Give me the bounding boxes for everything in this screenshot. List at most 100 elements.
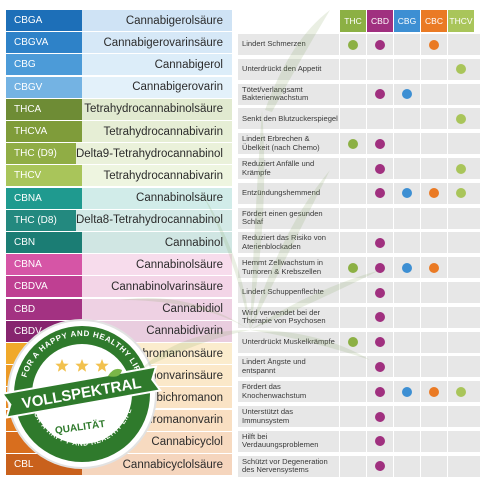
cannabinoid-row: THC (D9) Delta9-Tetrahydrocannabinol bbox=[6, 143, 232, 165]
effect-row: Lindert Erbrechen & Übelkeit (nach Chemo… bbox=[238, 133, 480, 155]
effect-dot-cbd bbox=[375, 163, 385, 174]
effect-row: Unterstützt das Immunsystem bbox=[238, 406, 480, 427]
effect-label: Hilft bei Verdauungsproblemen bbox=[242, 431, 319, 450]
effect-dot-cbd bbox=[375, 461, 385, 472]
cannabinoid-abbreviation: THCA bbox=[6, 98, 82, 120]
effect-dot-thcv bbox=[456, 386, 466, 397]
star-icon bbox=[95, 359, 109, 372]
effect-label: Reduziert Anfälle und Krämpfe bbox=[242, 158, 315, 177]
effect-label: Senkt den Blutzuckerspiegel bbox=[242, 113, 338, 123]
cannabinoid-row: THCV Tetrahydrocannabivarin bbox=[6, 165, 232, 187]
effect-dot-cbd bbox=[375, 287, 385, 298]
effect-row: Wird verwendet bei der Therapie von Psyc… bbox=[238, 306, 480, 328]
star-icon bbox=[55, 359, 69, 372]
cannabinoid-abbreviation: CBGVA bbox=[6, 32, 82, 54]
effect-label: Unterdrückt den Appetit bbox=[242, 64, 322, 73]
full-spectrum-quality-seal: FOR A HAPPY AND HEALTHY LIFE FOR A HAPPY… bbox=[0, 312, 162, 472]
column-divider bbox=[339, 10, 340, 480]
cannabinoid-row: THCA Tetrahydrocannabinolsäure bbox=[6, 98, 232, 120]
effect-dot-cbc bbox=[429, 188, 439, 199]
cannabinoid-row: CBG Cannabigerol bbox=[6, 54, 232, 76]
cannabinoid-name: Tetrahydrocannabivarin bbox=[103, 169, 223, 182]
effect-row: Lindert Schmerzen bbox=[238, 34, 480, 55]
effect-dot-cbc bbox=[429, 262, 439, 273]
effect-dot-cbd bbox=[375, 361, 385, 372]
effect-label: Reduziert das Risiko von Aterienblockade… bbox=[242, 233, 326, 251]
effect-dot-cbd bbox=[375, 138, 385, 149]
cannabinoid-row: CBGVA Cannabigerovarinsäure bbox=[6, 32, 232, 54]
cannabinoid-name: Cannabigerolsäure bbox=[125, 14, 223, 27]
cannabinoid-abbreviation: THC (D8) bbox=[6, 209, 76, 231]
cannabinoid-row: CBD Cannabidiol bbox=[6, 298, 232, 320]
effect-dot-cbc bbox=[429, 386, 439, 397]
effect-label: Lindert Erbrechen & Übelkeit (nach Chemo… bbox=[242, 134, 320, 152]
cannabinoid-abbreviation: CBN bbox=[6, 232, 82, 253]
cannabinoid-abbreviation: CBDVA bbox=[6, 276, 82, 298]
effects-table: THC CBD CBG CBC THCV Lindert Schmerzen Unterdr… bbox=[232, 0, 480, 480]
effect-label: Lindert Schuppenflechte bbox=[242, 287, 324, 297]
effect-dot-cbd bbox=[375, 188, 385, 199]
cannabinoid-abbreviation: THCVA bbox=[6, 121, 82, 142]
cannabinoid-name: Cannabinol bbox=[164, 236, 223, 249]
cannabinoid-name: Cannabigerol bbox=[154, 58, 223, 71]
effect-dot-cbd bbox=[375, 39, 385, 50]
effect-dot-cbd bbox=[375, 386, 385, 397]
cannabinoid-name: Delta9-Tetrahydrocannabinol bbox=[75, 147, 223, 160]
cannabinoid-abbreviation: CBNA bbox=[6, 254, 82, 276]
column-header-cbd: CBD bbox=[367, 10, 393, 32]
cannabinoid-row: CBN Cannabinol bbox=[6, 232, 232, 253]
effect-dot-cbd bbox=[375, 436, 385, 447]
cannabinoid-row: CBNA Cannabinolsäure bbox=[6, 254, 232, 276]
cannabinoid-abbreviation: CBG bbox=[6, 54, 82, 76]
effect-dot-thc bbox=[348, 39, 358, 50]
effect-row: Lindert Schuppenflechte bbox=[238, 282, 480, 303]
effect-label: Entzündungshemmend bbox=[242, 188, 321, 197]
cannabinoid-row: CBNA Cannabinolsäure bbox=[6, 187, 232, 209]
effect-dot-thcv bbox=[456, 188, 466, 199]
effect-row: Unterdrückt den Appetit bbox=[238, 58, 480, 80]
effect-label: Wird verwendet bei der Therapie von Psyc… bbox=[242, 307, 326, 326]
star-icon bbox=[75, 359, 89, 372]
cannabinoid-name: Cannabicyclol bbox=[151, 436, 223, 449]
seal-badge: FOR A HAPPY AND HEALTHY LIFE FOR A HAPPY… bbox=[0, 319, 162, 469]
effect-row: Hilft bei Verdauungsproblemen bbox=[238, 430, 480, 452]
effect-dot-thcv bbox=[456, 64, 466, 75]
effect-dot-cbd bbox=[375, 262, 385, 273]
effect-dot-cbc bbox=[429, 39, 439, 50]
column-divider bbox=[366, 10, 367, 480]
cannabinoid-row: CBDVA Cannabinolvarinsäure bbox=[6, 276, 232, 298]
column-divider bbox=[447, 10, 448, 480]
cannabinoid-abbreviation: CBD bbox=[6, 298, 82, 320]
effect-row: Reduziert das Risiko von Aterienblockade… bbox=[238, 232, 480, 254]
cannabinoid-name: Delta8-Tetrahydrocannabinol bbox=[75, 214, 223, 227]
cannabinoid-name: Tetrahydrocannabinolsäure bbox=[84, 103, 223, 116]
effect-row: Entzündungshemmend bbox=[238, 182, 480, 204]
effect-label: Schützt vor Degeneration des Nervensyste… bbox=[242, 456, 328, 475]
cannabinoid-name: Tetrahydrocannabivarin bbox=[103, 125, 223, 138]
cannabinoid-row: THC (D8) Delta8-Tetrahydrocannabinol bbox=[6, 209, 232, 231]
cannabinoid-name: Cannabinolsäure bbox=[136, 258, 223, 271]
effect-label: Fördert das Knochenwachstum bbox=[242, 382, 307, 400]
effect-row: Reduziert Anfälle und Krämpfe bbox=[238, 158, 480, 179]
column-divider bbox=[420, 10, 421, 480]
effect-dot-cbd bbox=[375, 411, 385, 422]
column-header-cbg: CBG bbox=[394, 10, 420, 32]
effect-dot-thcv bbox=[456, 163, 466, 174]
cannabinoid-abbreviation: CBGA bbox=[6, 10, 82, 31]
effect-dot-cbg bbox=[402, 262, 412, 273]
cannabinoid-name: Cannabigerovarinsäure bbox=[103, 36, 223, 49]
effect-dot-cbd bbox=[375, 237, 385, 248]
effect-dot-cbd bbox=[375, 89, 385, 100]
effect-dot-thc bbox=[348, 337, 358, 348]
effect-dot-cbg bbox=[402, 188, 412, 199]
effect-dot-thc bbox=[348, 262, 358, 273]
cannabinoid-name: Cannabidivarin bbox=[146, 325, 223, 338]
effect-row: Schützt vor Degeneration des Nervensyste… bbox=[238, 455, 480, 477]
effect-label: Lindert Schmerzen bbox=[242, 39, 306, 49]
cannabinoid-abbreviation: CBNA bbox=[6, 187, 82, 209]
effect-dot-thcv bbox=[456, 113, 466, 124]
effect-dot-thc bbox=[348, 138, 358, 149]
effect-row: Senkt den Blutzuckerspiegel bbox=[238, 108, 480, 130]
effect-label: Unterdrückt Muskelkrämpfe bbox=[242, 336, 335, 346]
cannabinoid-row: CBGV Cannabigerovarin bbox=[6, 76, 232, 98]
